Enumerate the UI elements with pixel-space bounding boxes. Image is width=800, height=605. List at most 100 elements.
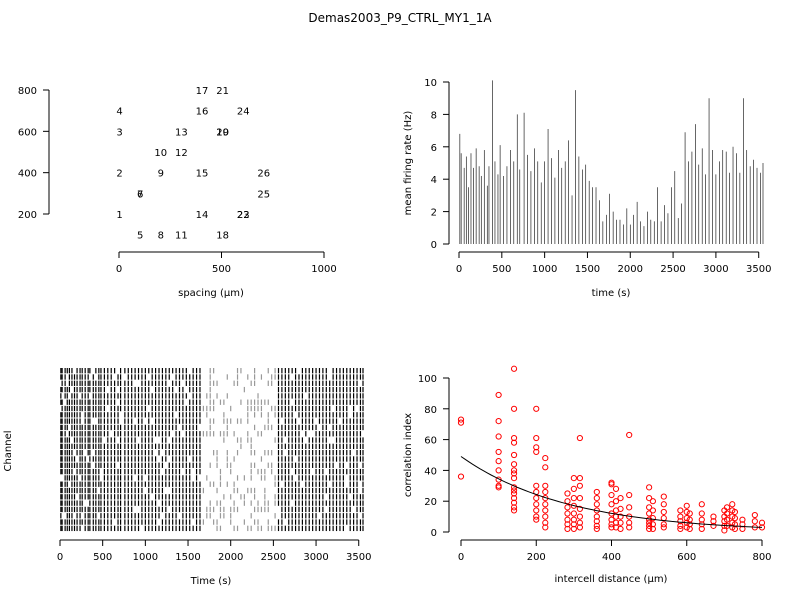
- correlation-point: [495, 467, 502, 474]
- correlation-point: [649, 515, 656, 522]
- firing-rate-y-tick-label: 2: [431, 208, 437, 219]
- correlation-point: [723, 516, 731, 523]
- correlation-point: [542, 519, 549, 526]
- electrode-label: 13: [175, 127, 188, 138]
- correlation-point: [542, 501, 549, 508]
- correlation-x-tick-label: 200: [527, 552, 546, 563]
- correlation-point: [660, 493, 667, 500]
- electrode-label: 10: [154, 148, 167, 159]
- correlation-point: [710, 518, 717, 525]
- correlation-y-tick-label: 60: [424, 436, 437, 447]
- correlation-point: [564, 510, 571, 517]
- firing-rate-y-tick-label: 6: [431, 143, 437, 154]
- correlation-point: [617, 525, 624, 533]
- correlation-point: [723, 504, 731, 511]
- correlation-point: [646, 495, 653, 502]
- electrode-label: 12: [175, 148, 188, 159]
- correlation-point: [660, 508, 667, 516]
- correlation-point: [593, 501, 600, 508]
- correlation-point: [533, 444, 540, 451]
- correlation-point: [626, 431, 633, 439]
- correlation-point: [457, 473, 465, 480]
- correlation-point: [683, 502, 690, 509]
- electrode-label: 19: [216, 127, 229, 138]
- correlation-point: [593, 518, 600, 525]
- correlation-point: [686, 521, 693, 528]
- correlation-panel: intercell distance (µm) correlation inde…: [403, 365, 772, 585]
- correlation-point: [570, 516, 577, 523]
- firing-rate-x-tick-label: 0: [456, 264, 462, 275]
- correlation-point: [576, 505, 583, 512]
- correlation-point: [751, 518, 758, 525]
- electrode-label: 23: [237, 210, 250, 221]
- correlation-point: [542, 524, 549, 531]
- electrode-layout-x-tick-label: 1000: [311, 264, 336, 275]
- firing-rate-x-tick-label: 2000: [618, 264, 643, 275]
- correlation-point: [646, 522, 653, 529]
- correlation-point: [495, 448, 502, 456]
- electrode-label: 8: [158, 231, 164, 242]
- correlation-x-tick-label: 400: [602, 552, 621, 563]
- correlation-point: [626, 491, 633, 499]
- correlation-point: [758, 519, 766, 526]
- correlation-point: [626, 524, 633, 531]
- spike-raster-ylabel: Channel: [3, 430, 14, 471]
- firing-rate-y-tick-label: 0: [431, 240, 437, 251]
- correlation-point: [677, 518, 684, 525]
- correlation-point: [570, 521, 577, 528]
- correlation-point: [533, 405, 540, 412]
- electrode-label: 14: [196, 210, 209, 221]
- correlation-point: [542, 464, 549, 471]
- correlation-point: [564, 516, 571, 523]
- correlation-point: [608, 524, 615, 531]
- correlation-point: [593, 495, 600, 502]
- correlation-point: [731, 515, 739, 522]
- electrode-label: 16: [196, 107, 209, 118]
- firing-rate-panel: time (s) mean firing rate (Hz) 0 500 1000 1…: [403, 78, 771, 299]
- correlation-point: [570, 495, 577, 502]
- electrode-layout-x-tick-label: 500: [212, 264, 231, 275]
- electrode-label: 20: [216, 127, 229, 138]
- correlation-point: [698, 525, 705, 533]
- correlation-point: [510, 405, 518, 412]
- correlation-point: [646, 504, 653, 511]
- correlation-point: [608, 491, 615, 499]
- correlation-point: [649, 525, 656, 533]
- correlation-point: [542, 507, 549, 514]
- electrode-label: 7: [137, 189, 143, 200]
- electrode-layout-x-tick-label: 0: [116, 264, 122, 275]
- correlation-x-tick-label: 800: [752, 552, 771, 563]
- correlation-point: [510, 507, 518, 514]
- correlation-point: [686, 510, 693, 517]
- correlation-point: [533, 482, 540, 489]
- electrode-label: 3: [116, 127, 122, 138]
- correlation-point: [570, 525, 577, 533]
- electrode-label: 17: [196, 86, 209, 97]
- correlation-point: [510, 461, 518, 468]
- correlation-point: [698, 510, 705, 517]
- correlation-point: [570, 510, 577, 517]
- correlation-point: [739, 516, 746, 523]
- spike-raster-x-tick-label: 3000: [303, 552, 328, 563]
- correlation-point: [576, 519, 583, 526]
- firing-rate-x-tick-label: 500: [492, 264, 511, 275]
- correlation-point: [608, 501, 615, 508]
- correlation-point: [593, 525, 600, 533]
- correlation-point: [510, 499, 518, 506]
- electrode-label: 25: [257, 189, 270, 200]
- correlation-point: [510, 487, 518, 494]
- correlation-point: [617, 513, 624, 520]
- correlation-point: [649, 521, 656, 528]
- spike-raster-panel: Time (s) Channel 0 500 1000 1500 2000 2500 300…: [3, 368, 371, 587]
- electrode-label: 15: [196, 169, 209, 180]
- correlation-point: [731, 521, 739, 528]
- correlation-point: [510, 451, 518, 459]
- correlation-point: [576, 513, 583, 520]
- correlation-point: [649, 498, 656, 505]
- correlation-point: [593, 488, 600, 496]
- electrode-label: 11: [175, 231, 188, 242]
- correlation-point: [576, 434, 583, 442]
- correlation-x-tick-label: 600: [677, 552, 696, 563]
